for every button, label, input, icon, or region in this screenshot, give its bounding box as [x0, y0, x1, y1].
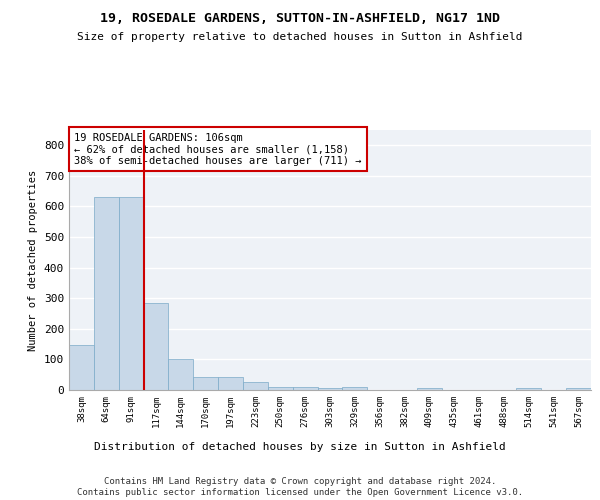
- Text: Size of property relative to detached houses in Sutton in Ashfield: Size of property relative to detached ho…: [77, 32, 523, 42]
- Text: 19, ROSEDALE GARDENS, SUTTON-IN-ASHFIELD, NG17 1ND: 19, ROSEDALE GARDENS, SUTTON-IN-ASHFIELD…: [100, 12, 500, 26]
- Text: 19 ROSEDALE GARDENS: 106sqm
← 62% of detached houses are smaller (1,158)
38% of : 19 ROSEDALE GARDENS: 106sqm ← 62% of det…: [74, 132, 362, 166]
- Bar: [293, 386, 317, 390]
- Bar: [243, 382, 268, 390]
- Bar: [417, 388, 442, 390]
- Bar: [517, 388, 541, 390]
- Y-axis label: Number of detached properties: Number of detached properties: [28, 170, 38, 350]
- Bar: [268, 386, 293, 390]
- Bar: [143, 303, 169, 390]
- Bar: [218, 377, 243, 390]
- Bar: [169, 359, 193, 390]
- Bar: [119, 198, 143, 390]
- Text: Distribution of detached houses by size in Sutton in Ashfield: Distribution of detached houses by size …: [94, 442, 506, 452]
- Bar: [94, 196, 119, 390]
- Text: Contains HM Land Registry data © Crown copyright and database right 2024.
Contai: Contains HM Land Registry data © Crown c…: [77, 478, 523, 497]
- Bar: [343, 387, 367, 390]
- Bar: [69, 344, 94, 390]
- Bar: [317, 388, 343, 390]
- Bar: [566, 388, 591, 390]
- Bar: [193, 377, 218, 390]
